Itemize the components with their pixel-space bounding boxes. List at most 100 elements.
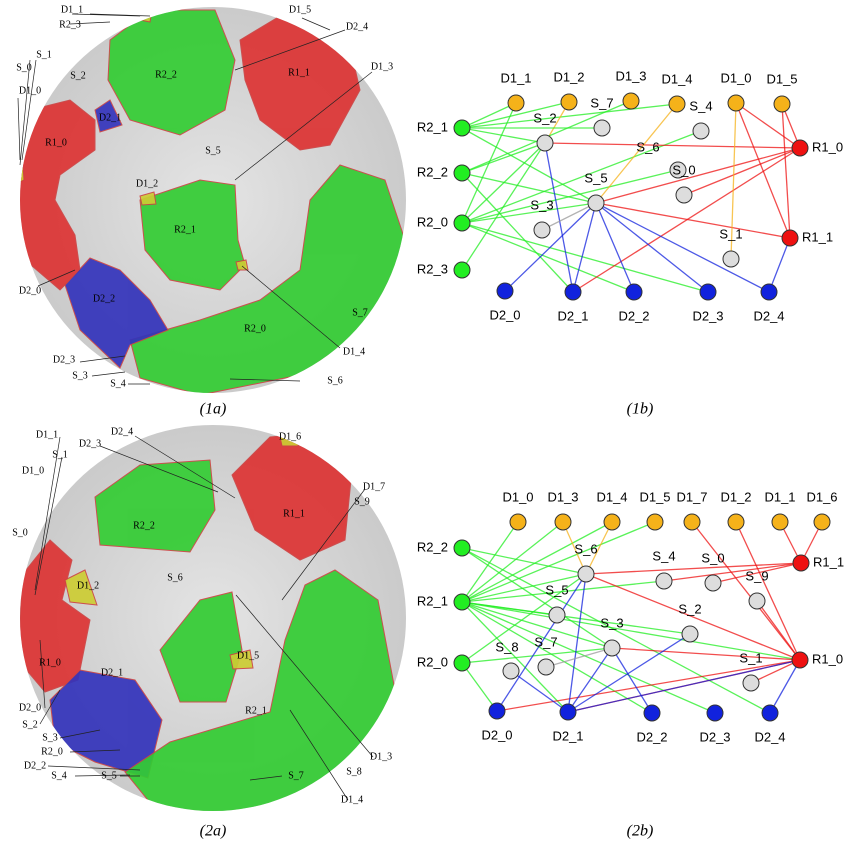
edge (461, 662, 498, 712)
region-label: D1_3 (371, 61, 393, 72)
node (603, 639, 621, 657)
region-label: D1_0 (22, 465, 44, 476)
node (453, 654, 471, 672)
node-label: D1_2 (720, 489, 751, 504)
edge (461, 601, 569, 713)
region-label: D2_4 (111, 426, 133, 437)
region-label: S_5 (205, 145, 221, 156)
node-label: D1_1 (764, 489, 795, 504)
edge (461, 573, 587, 603)
region (139, 191, 157, 206)
node (577, 565, 595, 583)
panel-2b: D1_0 D1_3 D1_4 D1_5 D1_7 D1_2 D1_1 D1_6 R2_2 R2_1… (417, 489, 844, 839)
edge (756, 600, 801, 661)
region-label: D2_3 (53, 354, 75, 365)
region-label: S_1 (52, 449, 68, 460)
region-label: D1_4 (343, 346, 365, 357)
edge (545, 647, 613, 668)
node (564, 283, 582, 301)
edge (595, 202, 709, 293)
node-label: R2_1 (417, 593, 448, 608)
region-label: D1_3 (370, 751, 392, 762)
node-label: S_7 (534, 634, 557, 649)
node (727, 94, 745, 112)
region-label: S_1 (36, 49, 52, 60)
node (699, 283, 717, 301)
node-label: R1_0 (812, 651, 843, 666)
edge (461, 601, 613, 649)
edge (510, 670, 569, 713)
edge (595, 202, 635, 293)
node-label: S_2 (533, 110, 556, 125)
edge (461, 601, 691, 635)
leader-lines (17, 13, 373, 385)
region-label: S_2 (22, 719, 38, 730)
edge (461, 601, 716, 714)
edge (544, 142, 801, 149)
node-label: S_1 (719, 226, 742, 241)
region-label: D2_0 (19, 702, 41, 713)
edge (461, 573, 587, 664)
region-label: R2_0 (244, 323, 266, 334)
edge (461, 601, 653, 714)
region-label: S_5 (101, 770, 117, 781)
caption: (1b) (627, 401, 654, 418)
edge (461, 127, 546, 144)
region-label: S_0 (16, 62, 32, 73)
node-label: D2_3 (692, 308, 723, 323)
node-label: R1_1 (813, 554, 844, 569)
node-label: R2_0 (417, 654, 448, 669)
edge (544, 142, 574, 293)
leader-lines (34, 435, 374, 801)
region-label: S_3 (42, 732, 58, 743)
node (742, 674, 760, 692)
region-labels: D1_1 R2_3 S_1 S_0 D1_0 S_2 R2_2 D2_1 R1_0 S_5 D1_2… (16, 4, 393, 389)
edge (691, 521, 801, 661)
edge (461, 521, 564, 603)
caption: (2a) (200, 823, 227, 840)
node (593, 119, 611, 137)
node-label: S_1 (739, 650, 762, 665)
node (548, 606, 566, 624)
node (792, 554, 810, 572)
node (453, 593, 471, 611)
node-label: S_2 (678, 601, 701, 616)
region-label: D1_2 (77, 580, 99, 591)
edge (735, 102, 801, 149)
node (533, 221, 551, 239)
node (507, 94, 525, 112)
edge (683, 147, 801, 196)
region-label: S_6 (327, 375, 343, 386)
edge (461, 172, 597, 204)
edge (461, 102, 517, 129)
node (625, 283, 643, 301)
edge (663, 562, 802, 582)
edge (461, 647, 613, 664)
region (64, 257, 169, 369)
region-label: D1_4 (341, 794, 363, 805)
node (791, 651, 809, 669)
node (453, 164, 471, 182)
region-label: D1_0 (19, 85, 41, 96)
node (704, 574, 722, 592)
region-label: R2_1 (174, 224, 196, 235)
node-label: R2_3 (417, 261, 448, 276)
node-label: S_3 (600, 615, 623, 630)
node (681, 625, 699, 643)
region-label: D2_2 (24, 760, 46, 771)
caption: (1a) (200, 401, 227, 418)
edge (461, 169, 679, 224)
region-label: S_0 (12, 527, 28, 538)
node (496, 282, 514, 300)
region (20, 148, 25, 186)
edge (461, 202, 597, 224)
edge (461, 222, 709, 293)
region-label: S_7 (288, 770, 304, 781)
nodes: D1_0 D1_3 D1_4 D1_5 D1_7 D1_2 D1_1 D1_6 R2_2 R2_1… (417, 489, 844, 744)
region-label: D2_0 (19, 285, 41, 296)
region-label: S_3 (72, 370, 88, 381)
node (773, 95, 791, 113)
edge (496, 573, 587, 712)
node (761, 704, 779, 722)
region-label: R1_0 (39, 657, 61, 668)
